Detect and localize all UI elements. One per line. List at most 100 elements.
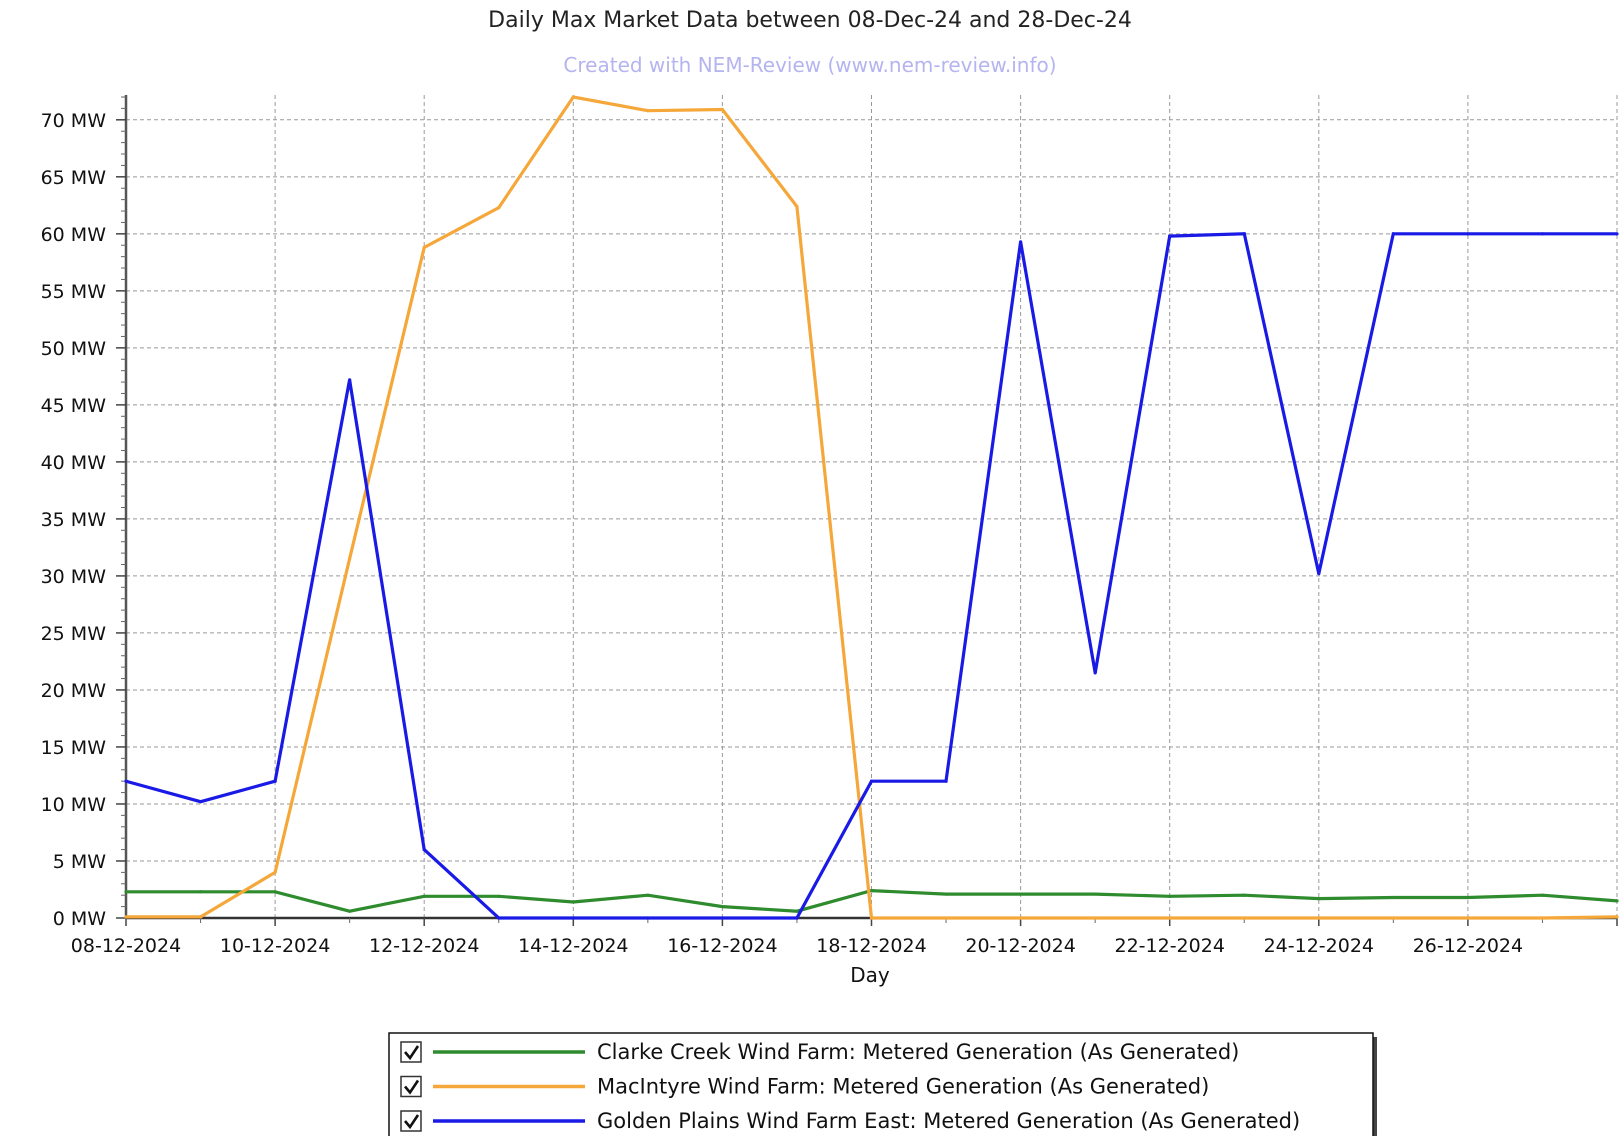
legend-label: MacIntyre Wind Farm: Metered Generation … bbox=[597, 1075, 1209, 1099]
data-point bbox=[795, 204, 799, 209]
data-point bbox=[1540, 232, 1545, 236]
y-tick-label: 60 MW bbox=[41, 224, 107, 246]
y-tick-label: 10 MW bbox=[41, 794, 107, 816]
legend-item-1[interactable]: Clarke Creek Wind Farm: Metered Generati… bbox=[400, 1040, 1239, 1064]
data-point bbox=[1317, 572, 1321, 576]
data-point bbox=[1242, 232, 1246, 236]
data-point bbox=[720, 916, 725, 920]
data-point bbox=[497, 894, 501, 898]
legend-checkbox[interactable] bbox=[400, 1041, 422, 1063]
data-point bbox=[720, 904, 725, 909]
data-point bbox=[497, 916, 501, 920]
data-point bbox=[1242, 893, 1246, 897]
x-tick-label: 12-12-2024 bbox=[369, 935, 479, 957]
legend-item-3[interactable]: Golden Plains Wind Farm East: Metered Ge… bbox=[400, 1109, 1300, 1133]
axes bbox=[124, 95, 1617, 920]
data-point bbox=[1317, 916, 1321, 920]
data-point bbox=[1391, 916, 1395, 920]
data-point bbox=[124, 779, 128, 783]
y-tick-label: 40 MW bbox=[41, 452, 107, 474]
data-point bbox=[273, 870, 277, 874]
checkmark-icon bbox=[404, 1114, 420, 1130]
x-tick-label: 26-12-2024 bbox=[1413, 935, 1523, 957]
legend-box bbox=[388, 1032, 1374, 1136]
data-point bbox=[273, 779, 277, 783]
y-tick-label: 45 MW bbox=[41, 395, 107, 417]
series-lines bbox=[124, 95, 1619, 920]
x-tick-label: 14-12-2024 bbox=[518, 935, 628, 957]
data-point bbox=[348, 378, 352, 382]
series-points-2 bbox=[124, 95, 1619, 920]
data-point bbox=[348, 909, 352, 913]
data-point bbox=[944, 916, 948, 920]
data-point bbox=[795, 909, 799, 913]
y-tick-label: 70 MW bbox=[41, 110, 107, 132]
data-point bbox=[422, 847, 426, 852]
data-point bbox=[1391, 232, 1395, 236]
data-point bbox=[1168, 916, 1172, 920]
data-point bbox=[1093, 671, 1097, 675]
series-points-3 bbox=[124, 232, 1619, 920]
y-tick-label: 25 MW bbox=[41, 623, 107, 645]
y-tick-label: 35 MW bbox=[41, 509, 107, 531]
data-point bbox=[646, 893, 650, 897]
x-tick-label: 22-12-2024 bbox=[1114, 935, 1224, 957]
data-point bbox=[571, 95, 575, 99]
data-point bbox=[1168, 894, 1172, 898]
y-tick-label: 20 MW bbox=[41, 680, 107, 702]
data-point bbox=[795, 916, 799, 920]
y-tick-label: 50 MW bbox=[41, 338, 107, 360]
data-point bbox=[646, 109, 650, 113]
data-point bbox=[1019, 916, 1023, 920]
checkmark-icon bbox=[404, 1079, 420, 1095]
x-tick-label: 24-12-2024 bbox=[1264, 935, 1374, 957]
data-point bbox=[1540, 893, 1545, 897]
data-point bbox=[124, 890, 128, 894]
data-point bbox=[720, 107, 725, 112]
data-point bbox=[1019, 240, 1023, 244]
data-point bbox=[1615, 915, 1619, 919]
data-point bbox=[1093, 916, 1097, 920]
y-tick-label: 0 MW bbox=[53, 908, 107, 930]
legend: Clarke Creek Wind Farm: Metered Generati… bbox=[388, 1032, 1377, 1136]
data-point bbox=[198, 890, 203, 894]
y-tick-label: 55 MW bbox=[41, 281, 107, 303]
data-point bbox=[422, 894, 426, 898]
data-point bbox=[869, 779, 874, 783]
checkmark-icon bbox=[404, 1045, 420, 1061]
x-axis-ticks: 08-12-2024 10-12-2024 12-12-2024 14-12-2024… bbox=[71, 918, 1618, 957]
legend-label: Clarke Creek Wind Farm: Metered Generati… bbox=[597, 1040, 1239, 1064]
data-point bbox=[1615, 232, 1619, 236]
y-tick-label: 30 MW bbox=[41, 566, 107, 588]
data-point bbox=[1466, 232, 1470, 236]
legend-item-2[interactable]: MacIntyre Wind Farm: Metered Generation … bbox=[400, 1075, 1209, 1099]
x-tick-label: 16-12-2024 bbox=[667, 935, 777, 957]
data-point bbox=[198, 800, 203, 804]
data-point bbox=[1466, 916, 1470, 920]
data-point bbox=[1391, 895, 1395, 900]
legend-checkbox[interactable] bbox=[400, 1075, 422, 1098]
data-point bbox=[1615, 899, 1619, 903]
data-point bbox=[422, 245, 426, 250]
data-point bbox=[1540, 916, 1545, 920]
data-point bbox=[124, 915, 128, 919]
y-axis-ticks: 0 MW 5 MW 10 MW 15 MW 20 MW 25 MW 30 MW 35 MW 40… bbox=[41, 96, 126, 930]
data-point bbox=[1317, 897, 1321, 901]
series-line-2 bbox=[126, 95, 1618, 920]
data-point bbox=[571, 916, 575, 920]
data-point bbox=[198, 915, 203, 919]
data-point bbox=[1168, 234, 1172, 238]
grid bbox=[126, 95, 1618, 918]
data-point bbox=[348, 557, 352, 561]
x-tick-label: 18-12-2024 bbox=[816, 935, 926, 957]
legend-checkbox[interactable] bbox=[400, 1110, 422, 1132]
data-point bbox=[944, 892, 948, 896]
data-point bbox=[869, 889, 874, 893]
x-tick-label: 20-12-2024 bbox=[965, 935, 1075, 957]
y-tick-label: 5 MW bbox=[53, 851, 107, 873]
data-point bbox=[571, 900, 575, 904]
data-point bbox=[1466, 895, 1470, 900]
data-point bbox=[1093, 892, 1097, 896]
x-tick-label: 08-12-2024 bbox=[71, 935, 181, 957]
y-tick-label: 65 MW bbox=[41, 167, 107, 189]
